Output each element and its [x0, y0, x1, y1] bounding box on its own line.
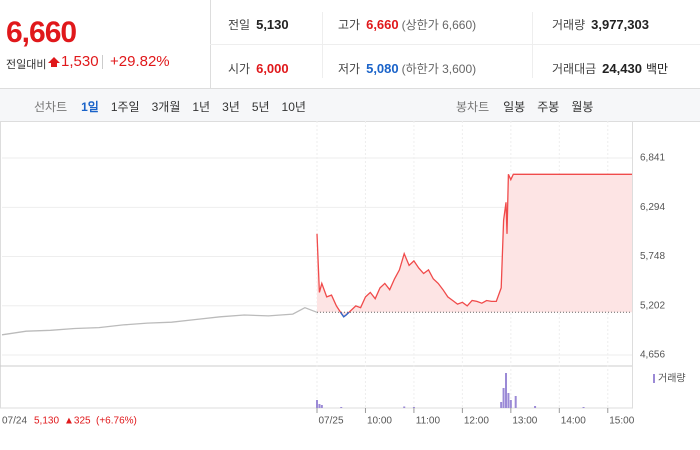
y-tick-label: 6,841	[640, 153, 665, 164]
volume-bar	[509, 400, 512, 408]
price-line	[1, 306, 318, 336]
change: 1,530	[61, 53, 99, 70]
stat: 거래대금 24,430 백만	[552, 60, 668, 78]
change-label: 전일대비	[6, 59, 47, 71]
x-tick-label: 13:00	[512, 416, 537, 427]
stat-label: 저가	[338, 62, 361, 76]
stat: 저가 5,080 (하한가 3,600)	[338, 60, 476, 78]
divider	[210, 44, 700, 45]
tab-bar: 선차트 1일 1주일 3개월 1년 3년 5년 10년 봉차트 일봉 주봉 월봉	[0, 88, 700, 122]
price: 6,660	[6, 16, 77, 49]
info-date: 07/24	[2, 416, 27, 427]
line-tabs: 선차트 1일 1주일 3개월 1년 3년 5년 10년	[34, 98, 318, 116]
tab[interactable]: 주봉	[537, 100, 560, 114]
x-tick-label: 10:00	[367, 416, 392, 427]
volume-bar	[500, 402, 503, 408]
stat-value: 5,080	[366, 61, 399, 76]
stat-value: 3,977,303	[591, 17, 649, 32]
stat-unit: 백만	[645, 62, 669, 76]
stat-note: (하한가 3,600)	[401, 62, 477, 76]
stat: 전일 5,130	[228, 16, 289, 34]
x-tick-label: 07/25	[318, 416, 343, 427]
tab[interactable]: 5년	[251, 100, 270, 114]
volume-bar	[514, 396, 517, 408]
volume-bar	[534, 406, 537, 408]
price-line-below	[339, 312, 350, 318]
tab[interactable]: 10년	[281, 100, 306, 114]
tab[interactable]: 1년	[192, 100, 211, 114]
chart: 4,656 5,202 5,748 6,294 6,841 07/25 10:00 11:00…	[0, 121, 686, 427]
divider	[102, 55, 103, 69]
stat-label: 고가	[338, 18, 361, 32]
volume-bar	[502, 388, 505, 408]
info-close: 5,130	[34, 416, 59, 427]
rate: +29.82%	[110, 53, 170, 70]
divider	[532, 12, 533, 78]
volume-bar	[505, 373, 507, 408]
y-tick-label: 5,748	[640, 251, 665, 262]
stat-label: 전일	[228, 18, 251, 32]
legend-label: 거래량	[658, 373, 686, 385]
volume-bar	[507, 393, 510, 408]
stat-label: 시가	[228, 62, 251, 76]
candle-tabs: 봉차트 일봉 주봉 월봉	[456, 98, 605, 116]
tab[interactable]: 3개월	[151, 100, 181, 114]
x-tick-label: 15:00	[609, 416, 634, 427]
stat-value: 24,430	[602, 61, 642, 76]
tab[interactable]: 3년	[222, 100, 240, 114]
tab[interactable]: 월봉	[571, 100, 594, 114]
x-tick-label: 11:00	[416, 416, 441, 427]
volume-bar	[318, 404, 321, 408]
info-change: ▲325	[64, 416, 91, 427]
tab[interactable]: 일봉	[503, 100, 526, 114]
stat-value: 6,660	[366, 17, 399, 32]
volume-bar	[340, 407, 343, 408]
tab-label: 선차트	[34, 100, 68, 114]
volume-bar	[403, 406, 406, 408]
volume-bar	[582, 407, 585, 408]
stat-label: 거래량	[552, 18, 586, 32]
stat-value: 5,130	[256, 17, 289, 32]
y-tick-label: 5,202	[640, 300, 665, 311]
legend-swatch	[653, 374, 655, 383]
stat: 고가 6,660 (상한가 6,660)	[338, 16, 476, 34]
volume-bar	[412, 407, 415, 408]
stat-label: 거래대금	[552, 62, 597, 76]
tab-label: 봉차트	[456, 100, 490, 114]
volume-bar	[320, 405, 323, 408]
x-tick-label: 14:00	[561, 416, 586, 427]
volume-bar	[316, 400, 318, 408]
y-tick-label: 4,656	[640, 350, 665, 361]
divider	[322, 12, 323, 78]
info-rate: (+6.76%)	[96, 416, 137, 427]
x-tick-label: 12:00	[464, 416, 489, 427]
stat: 시가 6,000	[228, 60, 289, 78]
tab[interactable]: 1주일	[110, 100, 140, 114]
tab[interactable]: 1일	[81, 100, 99, 114]
up-icon	[48, 57, 60, 67]
stat: 거래량 3,977,303	[552, 16, 649, 34]
stat-note: (상한가 6,660)	[401, 18, 477, 32]
area-fill	[317, 174, 632, 317]
stat-value: 6,000	[256, 61, 289, 76]
quote-box: 6,660 전일대비 1,530 +29.82%	[0, 0, 211, 88]
y-tick-label: 6,294	[640, 202, 665, 213]
